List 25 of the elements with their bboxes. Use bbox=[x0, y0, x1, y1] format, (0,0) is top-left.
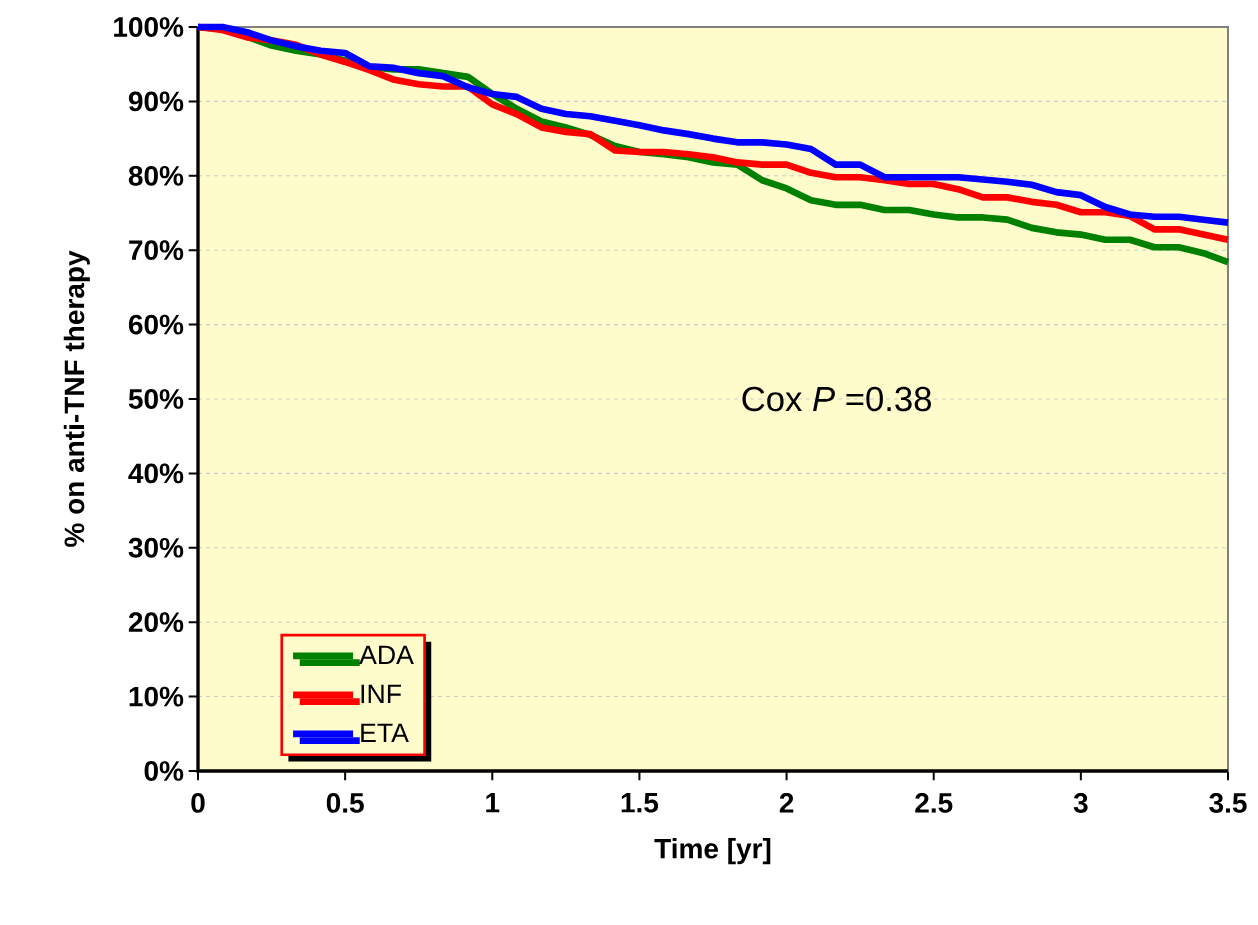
y-tick-label: 50% bbox=[128, 389, 184, 409]
legend-label: ADA bbox=[359, 645, 414, 665]
y-tick-label: 30% bbox=[128, 537, 184, 558]
x-tick-label: 2 bbox=[779, 793, 794, 813]
legend-label: INF bbox=[361, 684, 401, 704]
x-tick-label: 3.5 bbox=[1209, 793, 1247, 813]
x-axis-title: Time [yr] bbox=[654, 838, 771, 865]
x-tick-label: 0 bbox=[191, 793, 205, 813]
x-tick-label: 1 bbox=[486, 793, 500, 813]
x-tick-label: 0.5 bbox=[326, 793, 364, 813]
x-tick-label: 2.5 bbox=[915, 793, 953, 813]
y-tick-label: 60% bbox=[128, 314, 184, 335]
y-tick-label: 100% bbox=[114, 17, 184, 37]
y-tick-label: 80% bbox=[128, 165, 184, 186]
x-tick-label: 1.5 bbox=[621, 793, 659, 813]
y-tick-label: 10% bbox=[129, 686, 184, 707]
y-tick-label: 0% bbox=[144, 761, 184, 781]
legend-label: ETA bbox=[361, 723, 409, 743]
x-tick-label: 3 bbox=[1073, 793, 1088, 813]
y-axis-title: % on anti-TNF therapy bbox=[63, 250, 90, 547]
y-tick-label: 70% bbox=[129, 240, 184, 261]
y-tick-label: 90% bbox=[128, 91, 184, 112]
annotation: Cox P =0.38 bbox=[742, 386, 931, 412]
y-tick-label: 20% bbox=[128, 612, 184, 633]
y-tick-label: 40% bbox=[128, 463, 184, 484]
